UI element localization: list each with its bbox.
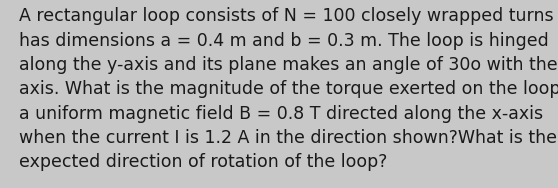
Text: A rectangular loop consists of N = 100 closely wrapped turns and
has dimensions : A rectangular loop consists of N = 100 c…: [19, 7, 558, 171]
